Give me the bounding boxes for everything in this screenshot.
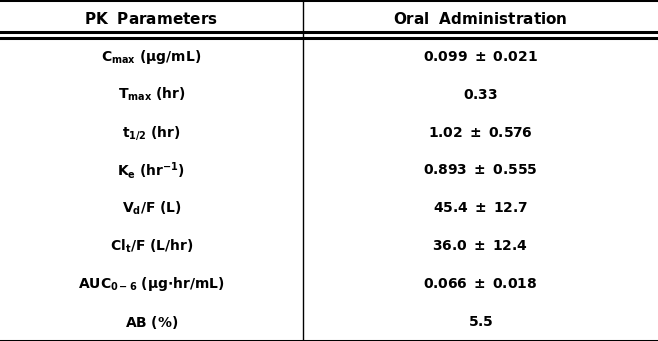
Text: $\mathbf{K_e\ (hr^{-1})}$: $\mathbf{K_e\ (hr^{-1})}$ (117, 160, 186, 181)
Text: $\mathbf{PK\ \ Parameters}$: $\mathbf{PK\ \ Parameters}$ (84, 11, 218, 27)
Text: $\mathbf{T_{max}\ (hr)}$: $\mathbf{T_{max}\ (hr)}$ (118, 86, 185, 103)
Text: $\mathbf{0.33}$: $\mathbf{0.33}$ (463, 88, 498, 102)
Text: $\mathbf{45.4\ \pm\ 12.7}$: $\mathbf{45.4\ \pm\ 12.7}$ (433, 202, 528, 216)
Text: $\mathbf{0.066\ \pm\ 0.018}$: $\mathbf{0.066\ \pm\ 0.018}$ (423, 277, 538, 291)
Text: $\mathbf{V_d/F\ (L)}$: $\mathbf{V_d/F\ (L)}$ (122, 200, 181, 217)
Text: $\mathbf{AB\ (\%)}$: $\mathbf{AB\ (\%)}$ (125, 314, 178, 330)
Text: $\mathbf{36.0\ \pm\ 12.4}$: $\mathbf{36.0\ \pm\ 12.4}$ (432, 239, 528, 253)
Text: $\mathbf{C_{max}\ (\mu g/mL)}$: $\mathbf{C_{max}\ (\mu g/mL)}$ (101, 48, 201, 66)
Text: $\mathbf{1.02\ \pm\ 0.576}$: $\mathbf{1.02\ \pm\ 0.576}$ (428, 125, 533, 139)
Text: $\mathbf{0.893\ \pm\ 0.555}$: $\mathbf{0.893\ \pm\ 0.555}$ (423, 163, 538, 178)
Text: $\mathbf{Oral\ \ Administration}$: $\mathbf{Oral\ \ Administration}$ (393, 11, 568, 27)
Text: $\mathbf{5.5}$: $\mathbf{5.5}$ (467, 315, 494, 329)
Text: $\mathbf{AUC_{0-6}\ (\mu g{\cdot}hr/mL)}$: $\mathbf{AUC_{0-6}\ (\mu g{\cdot}hr/mL)}… (78, 275, 224, 293)
Text: $\mathbf{Cl_t/F\ (L/hr)}$: $\mathbf{Cl_t/F\ (L/hr)}$ (110, 238, 193, 255)
Text: $\mathbf{t_{1/2}\ (hr)}$: $\mathbf{t_{1/2}\ (hr)}$ (122, 123, 181, 142)
Text: $\mathbf{0.099\ \pm\ 0.021}$: $\mathbf{0.099\ \pm\ 0.021}$ (423, 50, 538, 64)
